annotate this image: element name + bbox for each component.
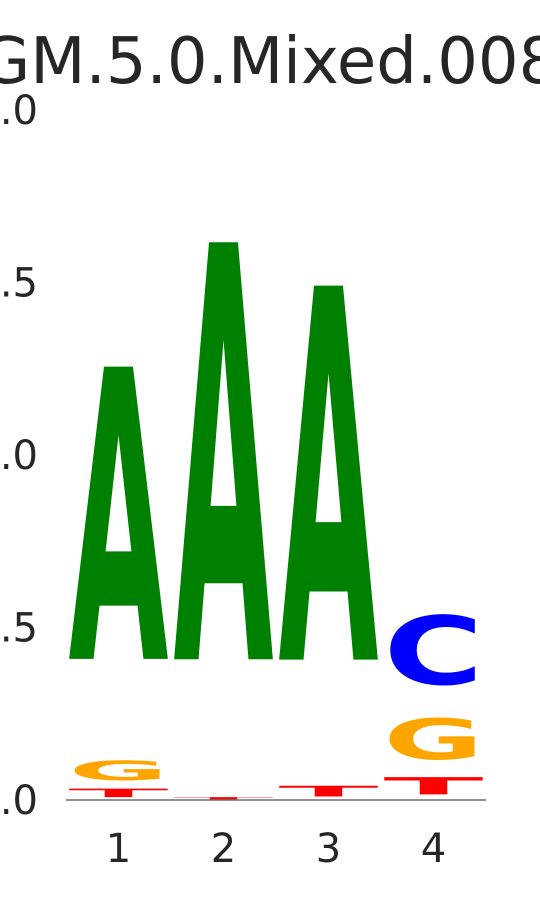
logo-letter-T: T <box>174 797 274 800</box>
logo-letter-T: T <box>384 773 485 800</box>
y-tick-label: 0.0 <box>0 778 38 824</box>
logo-letter-A: A <box>279 185 380 782</box>
y-axis-ticks: 0.0 0.5 1.0 1.5 2.0 <box>0 88 38 824</box>
logo-letter-T: T <box>279 783 379 800</box>
logo-letter-C: C <box>384 596 484 706</box>
x-tick-label: 1 <box>106 826 131 872</box>
y-tick-label: 0.5 <box>0 606 38 652</box>
y-tick-label: 1.0 <box>0 433 38 479</box>
x-tick-label: 2 <box>211 826 236 872</box>
logo-letter-G: G <box>69 755 169 786</box>
x-tick-label: 3 <box>316 826 341 872</box>
logo-letter-A: A <box>174 128 275 794</box>
logo-letter-T: T <box>69 786 169 800</box>
chart-title: GM.5.0.Mixed.008 <box>0 25 540 99</box>
y-tick-label: 2.0 <box>0 88 38 134</box>
logo-letter-G: G <box>384 708 484 773</box>
logo-letter-A: A <box>69 287 170 754</box>
x-axis-ticks: 1 2 3 4 <box>106 826 446 872</box>
x-tick-label: 4 <box>421 826 446 872</box>
y-tick-label: 1.5 <box>0 261 38 307</box>
